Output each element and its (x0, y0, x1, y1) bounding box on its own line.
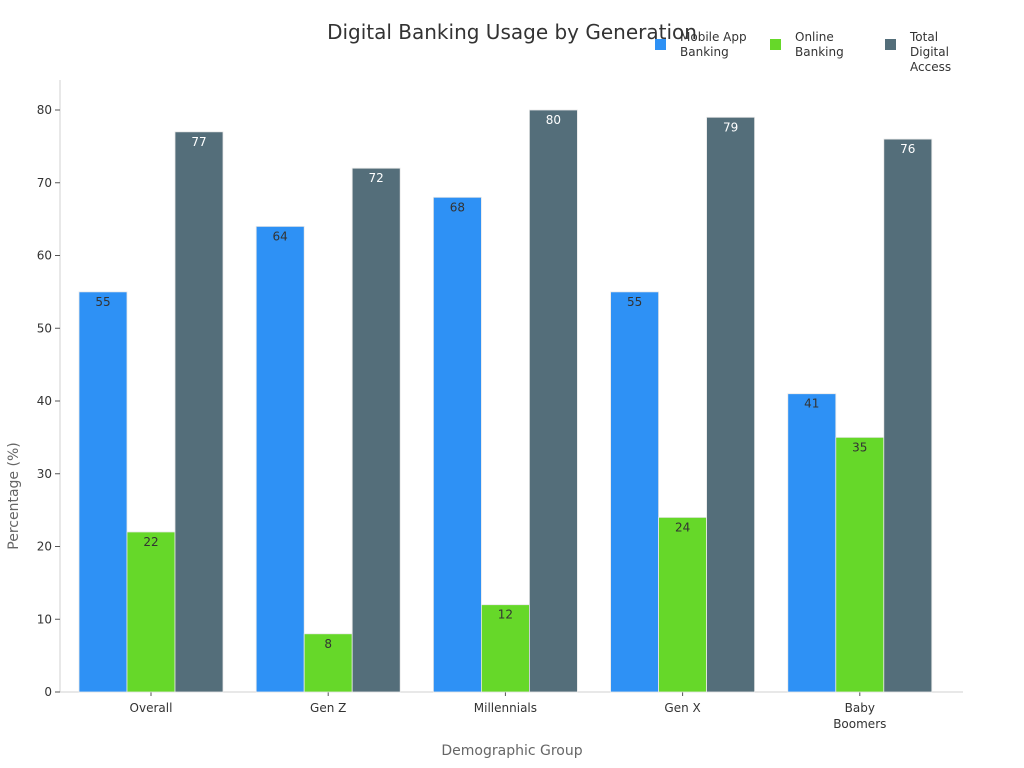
axes: 0 10 20 30 40 50 60 70 80 Percentage (%) Demograph… (6, 80, 963, 759)
y-tick-label: 60 (37, 249, 52, 263)
bar-value-label: 41 (804, 397, 819, 411)
x-tick-label: Millennials (474, 701, 537, 715)
bar-value-label: 24 (675, 520, 690, 534)
bar[interactable] (174, 131, 224, 693)
bar[interactable] (126, 531, 176, 693)
bar[interactable] (529, 109, 578, 693)
legend-swatch-total (885, 39, 896, 50)
bar[interactable] (351, 167, 401, 693)
x-tick-label: Overall (130, 701, 173, 715)
y-tick-label: 70 (37, 176, 52, 190)
bar-value-label: 79 (723, 120, 738, 134)
bar-value-label: 77 (191, 135, 206, 149)
legend: Mobile App Banking Online Banking Total … (655, 30, 1000, 75)
y-tick-label: 10 (37, 612, 52, 626)
bar-value-label: 8 (324, 637, 332, 651)
bars: 55 22 77 64 8 72 68 12 80 55 24 79 41 35 76 (78, 109, 933, 693)
chart-title: Digital Banking Usage by Generation (327, 20, 697, 44)
bar[interactable] (658, 517, 707, 693)
bar[interactable] (706, 116, 755, 693)
legend-label-online: Online Banking (795, 30, 844, 59)
y-tick-label: 80 (37, 103, 52, 117)
y-axis-label: Percentage (%) (6, 442, 22, 549)
bar-value-label: 55 (627, 295, 642, 309)
x-tick-label: Gen Z (310, 701, 346, 715)
x-axis-label: Demographic Group (441, 743, 582, 759)
x-tick-label: Boomers (833, 717, 886, 731)
y-tick-label: 40 (37, 394, 52, 408)
y-tick-label: 50 (37, 321, 52, 335)
bar-value-label: 64 (273, 229, 288, 243)
y-tick-label: 30 (37, 467, 52, 481)
bar-value-label: 76 (900, 142, 915, 156)
y-tick-label: 20 (37, 540, 52, 554)
bar-value-label: 80 (546, 113, 561, 127)
bar-value-label: 55 (95, 295, 110, 309)
legend-swatch-mobile (655, 39, 666, 50)
y-tick-label: 0 (44, 685, 52, 699)
bar[interactable] (78, 291, 128, 693)
legend-item-total[interactable]: Total Digital Access (885, 30, 980, 75)
legend-label-mobile: Mobile App Banking (680, 30, 747, 59)
bar[interactable] (303, 633, 353, 693)
x-tick-label: Baby (845, 701, 875, 715)
bar-value-label: 35 (852, 440, 867, 454)
bar-value-label: 72 (369, 171, 384, 185)
bar[interactable] (835, 436, 885, 693)
bar-value-label: 22 (143, 535, 158, 549)
legend-swatch-online (770, 39, 781, 50)
bar-value-label: 68 (450, 200, 465, 214)
legend-label-total: Total Digital Access (910, 30, 952, 74)
legend-item-online[interactable]: Online Banking (770, 30, 865, 75)
bar[interactable] (255, 225, 305, 693)
bar[interactable] (883, 138, 933, 693)
bar[interactable] (432, 196, 482, 693)
x-tick-label: Gen X (664, 701, 700, 715)
bar[interactable] (787, 393, 837, 693)
bar[interactable] (610, 291, 659, 693)
legend-item-mobile[interactable]: Mobile App Banking (655, 30, 750, 75)
bar-value-label: 12 (498, 608, 513, 622)
